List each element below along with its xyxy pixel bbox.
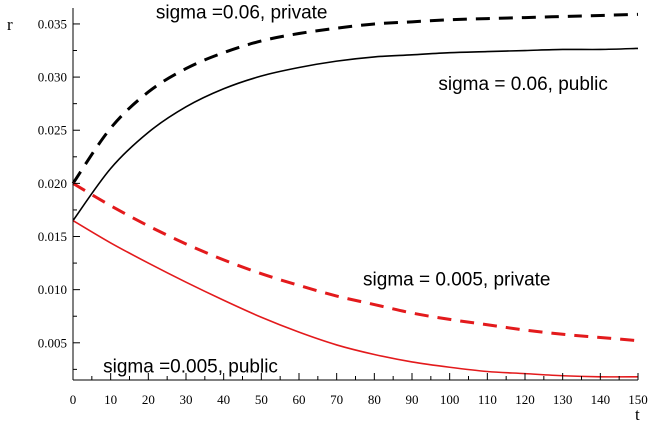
y-tick-label: 0.020 [38, 176, 67, 191]
x-tick-label: 120 [515, 392, 535, 407]
x-tick-label: 150 [628, 392, 648, 407]
x-tick-label: 30 [180, 392, 193, 407]
x-tick-label: 40 [217, 392, 230, 407]
x-tick-label: 110 [478, 392, 497, 407]
x-tick-label: 60 [293, 392, 306, 407]
x-tick-label: 10 [104, 392, 117, 407]
y-tick-label: 0.030 [38, 70, 67, 85]
ticks [72, 23, 639, 380]
annotation-2: sigma = 0.06, public [438, 74, 608, 95]
series-line-3 [72, 182, 639, 343]
series-line-1 [71, 12, 639, 185]
y-tick-label: 0.025 [38, 123, 67, 138]
annotation-4: sigma =0.005, public [103, 357, 278, 378]
tick-labels: 0 10 20 30 40 50 60 70 80 90 100 110 120 130 140 150 0.0… [38, 16, 648, 407]
series-line-4 [72, 219, 639, 378]
x-tick-label: 0 [70, 392, 77, 407]
y-tick-label: 0.015 [38, 229, 67, 244]
x-tick-label: 80 [368, 392, 381, 407]
x-tick-label: 140 [591, 392, 611, 407]
y-tick-label: 0.010 [38, 282, 67, 297]
x-tick-label: 70 [330, 392, 343, 407]
x-tick-label: 90 [406, 392, 419, 407]
x-axis-label: t [635, 405, 640, 423]
annotation-3: sigma = 0.005, private [363, 269, 550, 290]
annotation-1: sigma =0.06, private [156, 3, 328, 24]
y-tick-label: 0.035 [38, 16, 67, 31]
x-tick-label: 50 [255, 392, 268, 407]
y-axis-label: r [7, 15, 13, 34]
x-tick-label: 100 [440, 392, 460, 407]
series-layer [71, 12, 639, 378]
annotations: sigma =0.06, private sigma = 0.06, public… [103, 3, 608, 378]
y-tick-label: 0.005 [38, 335, 67, 350]
x-tick-label: 20 [142, 392, 155, 407]
axes [72, 8, 638, 381]
x-tick-label: 130 [553, 392, 573, 407]
series-line-2 [72, 47, 639, 222]
